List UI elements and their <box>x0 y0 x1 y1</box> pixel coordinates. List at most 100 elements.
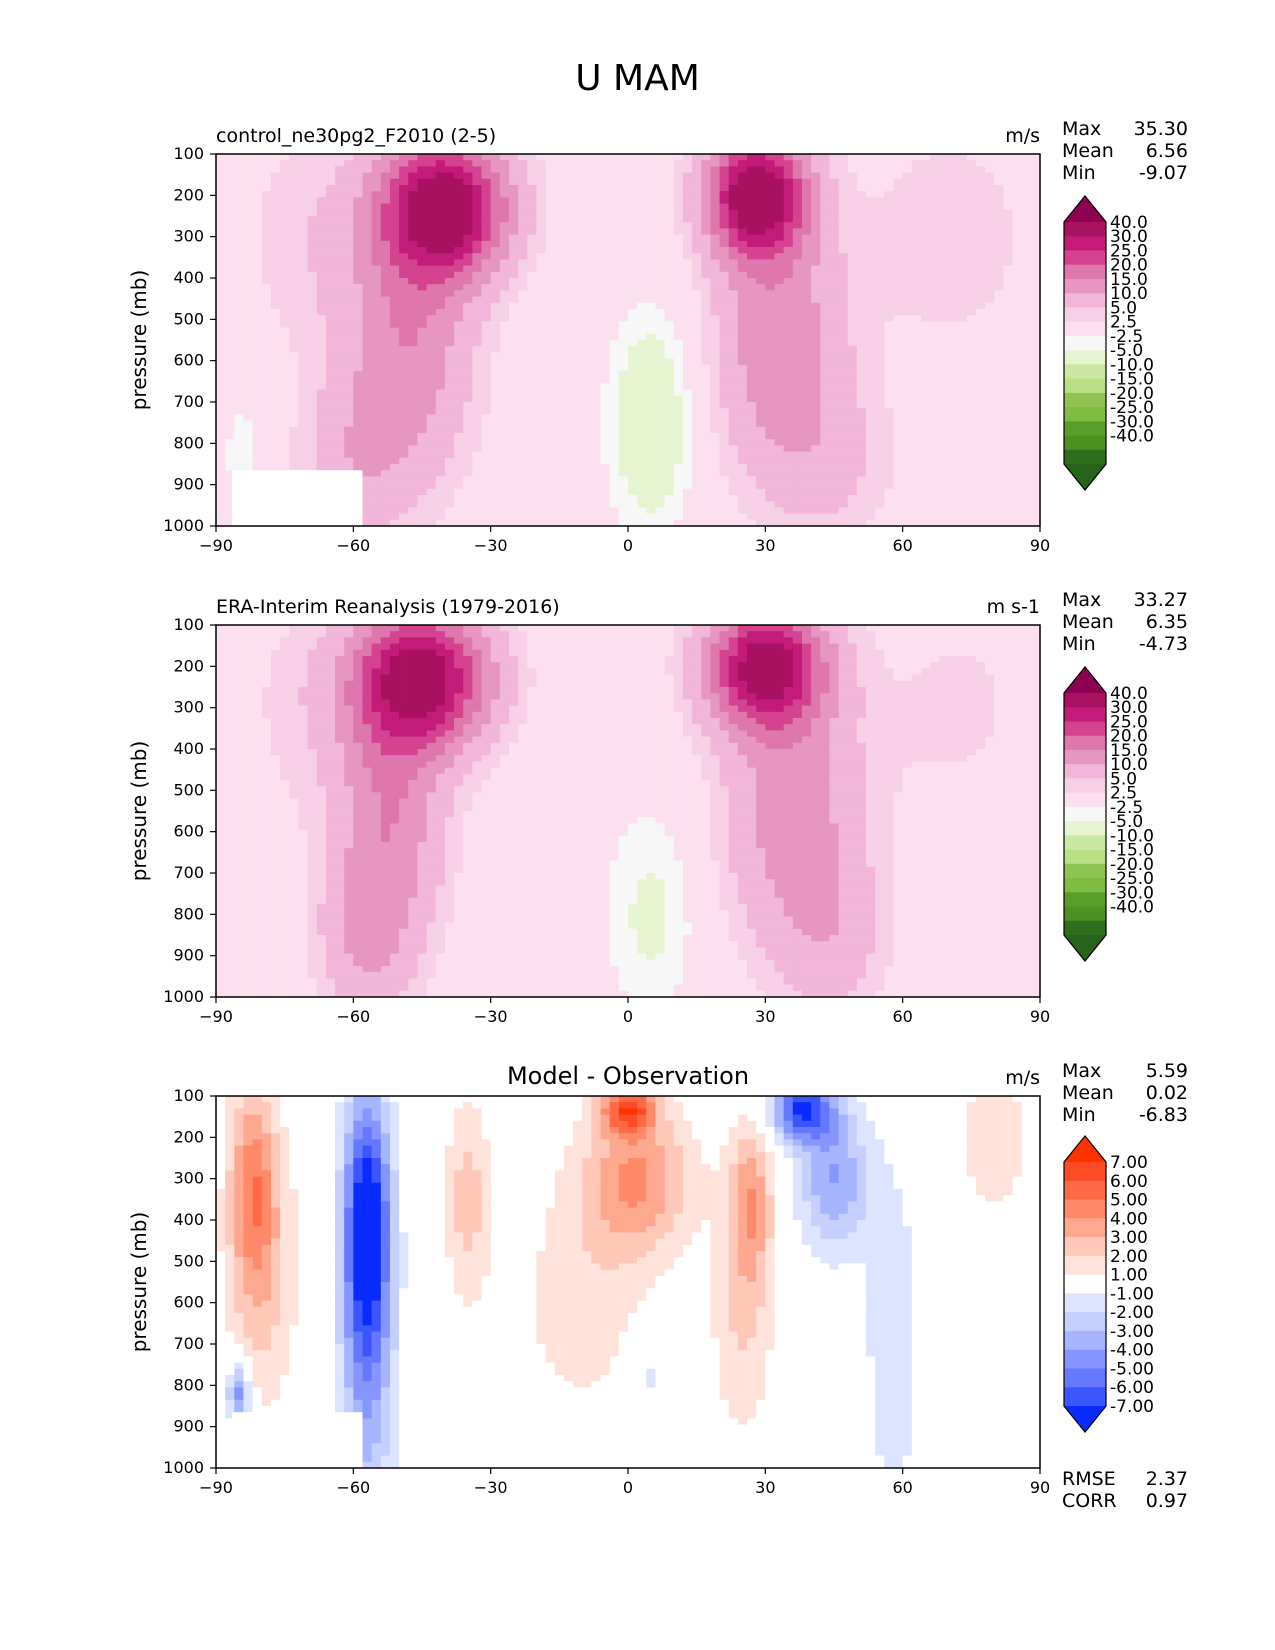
colorbar-tick-label: 10.0 <box>1110 284 1148 304</box>
colorbar-tick-label: -5.00 <box>1110 1359 1154 1379</box>
colorbar-segment <box>1064 449 1106 465</box>
colorbar-outline <box>1063 1135 1107 1433</box>
figure-title: U MAM <box>575 58 700 99</box>
colorbar-segment <box>1064 806 1106 822</box>
stat-value-mean: 6.56 <box>1146 140 1188 162</box>
colorbar-tick-label: 2.00 <box>1110 1247 1148 1267</box>
colorbar-tick-label: 30.0 <box>1110 698 1148 718</box>
y-tick-label: 700 <box>173 392 204 411</box>
colorbar-tick-label: 1.00 <box>1110 1266 1148 1286</box>
colorbar-segment <box>1064 764 1106 779</box>
colorbar-tick-label: 5.00 <box>1110 1191 1148 1211</box>
colorbar-segment <box>1064 421 1106 437</box>
y-tick-label: 500 <box>173 1251 204 1270</box>
colorbar-tick-label: -25.0 <box>1110 869 1154 889</box>
colorbar-tick-label: 25.0 <box>1110 241 1148 261</box>
colorbar-tick-label: -15.0 <box>1110 370 1154 390</box>
stat-value-min: -9.07 <box>1139 162 1188 184</box>
x-tick-label: −60 <box>336 1478 370 1497</box>
stat-value-mean: 6.35 <box>1146 611 1188 633</box>
colorbar-segment <box>1064 236 1106 251</box>
stat-value-min: -6.83 <box>1139 1104 1188 1126</box>
colorbar-tick-label: -30.0 <box>1110 883 1154 903</box>
colorbar-tick-label: 40.0 <box>1110 213 1148 233</box>
y-axis-label: pressure (mb) <box>127 270 151 411</box>
x-tick-label: −90 <box>199 1007 233 1026</box>
colorbar-segment <box>1064 835 1106 851</box>
x-tick-label: 90 <box>1030 1478 1050 1497</box>
y-tick-label: 400 <box>173 268 204 287</box>
colorbar-tick-label: 2.5 <box>1110 784 1137 804</box>
colorbar-segment <box>1064 920 1106 936</box>
x-tick-label: 90 <box>1030 1007 1050 1026</box>
colorbar-segment <box>1064 892 1106 908</box>
stat-label-min: Min <box>1062 633 1096 655</box>
stat-value-max: 33.27 <box>1134 589 1188 611</box>
colorbar-min-extend <box>1064 935 1106 961</box>
colorbar-tick-label: -7.00 <box>1110 1397 1154 1417</box>
colorbar-tick-label: 2.5 <box>1110 313 1137 333</box>
missing-data-mask <box>232 1412 363 1469</box>
y-tick-label: 300 <box>173 698 204 717</box>
colorbar-segment <box>1064 735 1106 751</box>
y-tick-label: 500 <box>173 309 204 328</box>
stat-value-max: 5.59 <box>1146 1060 1188 1082</box>
x-tick-label: −30 <box>474 536 508 555</box>
y-axis-label: pressure (mb) <box>127 1212 151 1353</box>
colorbar-tick-label: -10.0 <box>1110 826 1154 846</box>
colorbar-tick-label: 7.00 <box>1110 1153 1148 1173</box>
colorbar-tick-label: 25.0 <box>1110 712 1148 732</box>
y-tick-label: 400 <box>173 1210 204 1229</box>
colorbar-segment <box>1064 307 1106 323</box>
colorbar-segment <box>1064 407 1106 422</box>
y-tick-label: 300 <box>173 1169 204 1188</box>
y-tick-label: 900 <box>173 946 204 965</box>
colorbar-tick-label: -40.0 <box>1110 898 1154 918</box>
y-tick-label: 1000 <box>163 987 204 1006</box>
colorbar-tick-label: -5.0 <box>1110 812 1143 832</box>
colorbar-tick-label: 6.00 <box>1110 1172 1148 1192</box>
x-tick-label: 0 <box>623 1007 633 1026</box>
colorbar-tick-label: -2.5 <box>1110 798 1143 818</box>
colorbar-tick-label: -40.0 <box>1110 427 1154 447</box>
colorbar-tick-label: 4.00 <box>1110 1209 1148 1229</box>
y-tick-label: 900 <box>173 475 204 494</box>
stat-label-mean: Mean <box>1062 611 1114 633</box>
colorbar-segment <box>1064 821 1106 836</box>
colorbar-segment <box>1064 1293 1106 1313</box>
colorbar-tick-label: 15.0 <box>1110 741 1148 761</box>
colorbar-segment <box>1064 693 1106 708</box>
colorbar-tick-label: 10.0 <box>1110 755 1148 775</box>
colorbar-tick-label: 15.0 <box>1110 270 1148 290</box>
colorbar-tick-label: -1.00 <box>1110 1284 1154 1304</box>
colorbar: 7.006.005.004.003.002.001.00-1.00-2.00-3… <box>1063 1135 1154 1433</box>
colorbar-segment <box>1064 1349 1106 1369</box>
colorbar-tick-label: 20.0 <box>1110 727 1148 747</box>
x-tick-label: −60 <box>336 536 370 555</box>
y-tick-label: 700 <box>173 863 204 882</box>
units-label: m/s <box>1005 1067 1040 1089</box>
colorbar-segment <box>1064 906 1106 922</box>
colorbar-segment <box>1064 749 1106 765</box>
colorbar-tick-label: 5.0 <box>1110 769 1137 789</box>
colorbar-segment <box>1064 1368 1106 1388</box>
colorbar-tick-label: -10.0 <box>1110 355 1154 375</box>
y-tick-label: 100 <box>173 1086 204 1105</box>
colorbar-segment <box>1064 1274 1106 1294</box>
colorbar-segment <box>1064 1218 1106 1238</box>
colorbar-segment <box>1064 335 1106 351</box>
colorbar-tick-label: -4.00 <box>1110 1341 1154 1361</box>
stat-label-corr: CORR <box>1062 1490 1117 1512</box>
units-label: m s-1 <box>987 596 1040 618</box>
colorbar-segment <box>1064 1199 1106 1219</box>
y-tick-label: 500 <box>173 780 204 799</box>
colorbar-segment <box>1064 364 1106 380</box>
y-tick-label: 1000 <box>163 1458 204 1477</box>
x-tick-label: 60 <box>892 1478 912 1497</box>
x-tick-label: −90 <box>199 536 233 555</box>
colorbar-max-extend <box>1064 1136 1106 1162</box>
colorbar-outline <box>1063 195 1107 491</box>
colorbar-tick-label: -25.0 <box>1110 398 1154 418</box>
y-tick-label: 800 <box>173 904 204 923</box>
